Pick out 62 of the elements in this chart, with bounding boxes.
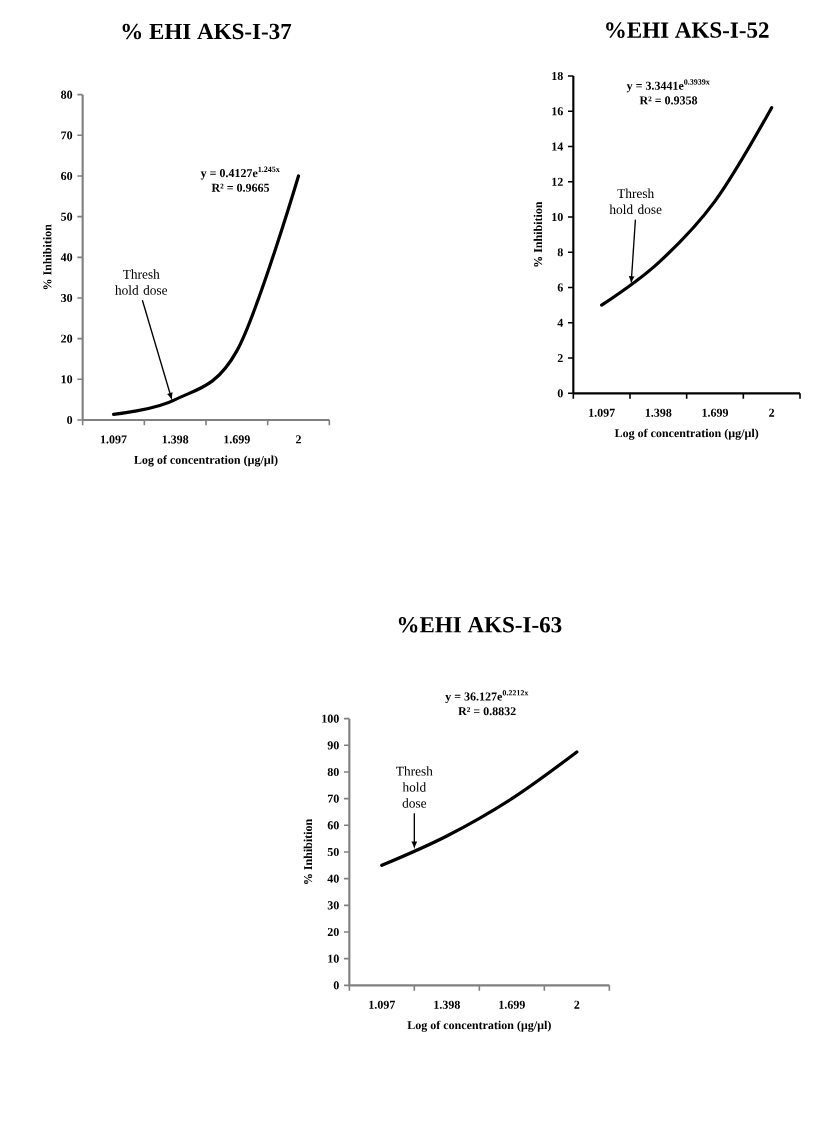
x-axis-title: Log of concentration (µg/µl): [407, 1020, 552, 1032]
annotation: y = 0.4127e$^{1.245x}$: [200, 166, 280, 180]
y-tick-label: 4: [557, 318, 564, 327]
x-tick-label: 1.699: [224, 435, 251, 444]
y-tick-label: 0: [557, 389, 564, 398]
y-tick-label: 40: [327, 874, 339, 883]
y-tick-label: 20: [61, 334, 73, 343]
annotation: R² = 0.9665: [211, 183, 270, 192]
annotation: Thresh hold dose: [396, 766, 433, 808]
y-tick-label: 12: [552, 177, 563, 186]
line-series: [600, 106, 774, 307]
y-tick-label: 14: [552, 142, 564, 151]
x-tick-label: 1.097: [589, 408, 616, 417]
y-tick-label: 16: [552, 107, 564, 116]
y-tick-label: 2: [557, 354, 563, 363]
y-tick-label: 70: [61, 131, 73, 140]
chart-title: % EHI AKS-I-37: [122, 23, 292, 40]
y-tick-label: 10: [328, 954, 339, 963]
y-tick-label: 50: [61, 212, 73, 221]
chart-title: %EHI AKS-I-63: [398, 616, 562, 633]
text: R² = 0.8832: [458, 707, 516, 716]
x-tick-label: 1.398: [645, 408, 672, 417]
y-tick-label: 10: [61, 375, 73, 384]
annotation: Thresh hold dose: [609, 188, 662, 215]
y-tick-label: 60: [327, 821, 339, 830]
y-tick-label: 30: [327, 901, 339, 910]
y-tick-label: 90: [327, 741, 339, 750]
annotation: y = 3.3441e$^{0.3939x}$: [626, 79, 710, 93]
x-tick-label: 1.398: [434, 1000, 461, 1009]
y-tick-label: 80: [327, 767, 339, 777]
x-tick-label: 1.097: [369, 1000, 396, 1009]
text: y = 36.127e$^{0.2212x}$: [445, 690, 529, 704]
y-axis-title: % Inhibition: [303, 818, 313, 884]
y-tick-label: 80: [61, 90, 73, 99]
annotation: R² = 0.9358: [639, 96, 698, 105]
x-tick-label: 1.699: [702, 408, 729, 417]
x-tick-label: 1.699: [499, 1000, 526, 1009]
x-tick-label: 2: [574, 1000, 580, 1009]
y-tick-label: 60: [61, 171, 73, 181]
y-tick-label: 18: [552, 71, 564, 81]
annotation: Thresh hold dose: [115, 269, 168, 295]
y-tick-label: 8: [557, 248, 564, 257]
y-tick-label: 20: [327, 927, 339, 937]
y-tick-label: 40: [60, 253, 73, 262]
x-tick-label: 2: [769, 408, 775, 417]
x-axis-title: Log of concentration (µg/µl): [614, 428, 759, 440]
y-tick-label: 0: [333, 981, 339, 990]
x-axis-title: Log of concentration (µg/µl): [134, 455, 278, 467]
y-axis-title: % Inhibition: [43, 224, 52, 290]
y-tick-label: 30: [61, 293, 73, 303]
x-tick-label: 1.398: [162, 435, 189, 444]
y-tick-label: 6: [557, 283, 564, 292]
y-tick-label: 10: [552, 212, 564, 222]
y-tick-label: 100: [322, 714, 339, 723]
x-tick-label: 1.097: [101, 435, 127, 444]
y-tick-label: 50: [327, 847, 339, 857]
y-axis-title: % Inhibition: [533, 201, 543, 267]
y-tick-label: 0: [67, 415, 73, 425]
chart-title: %EHI AKS-I-52: [606, 22, 769, 38]
y-tick-label: 70: [328, 794, 339, 803]
x-tick-label: 2: [296, 435, 302, 444]
line-series: [380, 750, 579, 867]
